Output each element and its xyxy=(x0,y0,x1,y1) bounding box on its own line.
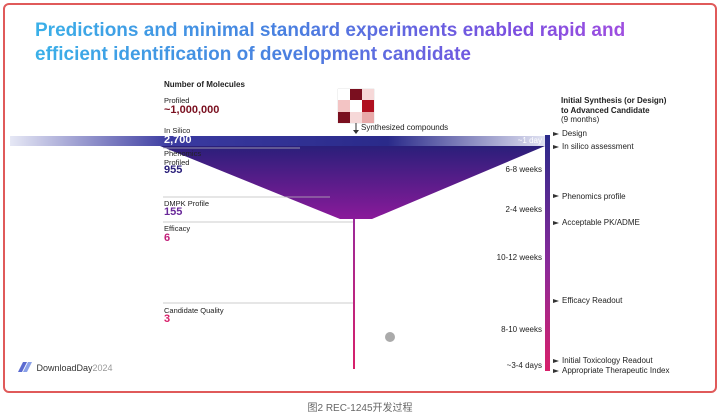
stage-value-efficacy: 6 xyxy=(164,232,171,244)
duration-efficacy: 10-12 weeks xyxy=(496,253,542,262)
timeline-header: Initial Synthesis (or Design) to Advance… xyxy=(561,96,667,115)
stage-value-candidate: 3 xyxy=(164,313,171,325)
timeline-arrows xyxy=(553,132,559,373)
figure-caption: 图2 REC-1245开发过程 xyxy=(307,403,413,414)
stage-value-phenomics: 955 xyxy=(164,164,183,176)
duration-pk: 2-4 weeks xyxy=(505,205,542,214)
stage-label-in-silico: In Silico xyxy=(164,126,191,135)
duration-therapeutic: ~3-4 days xyxy=(506,361,542,370)
funnel-stem xyxy=(353,219,355,369)
milestone-design: Design xyxy=(562,129,587,138)
stage-label-dmpk: DMPK Profile xyxy=(164,199,210,208)
slide-title: Predictions and minimal standard experim… xyxy=(35,19,675,67)
milestone-pk-adme: Acceptable PK/ADME xyxy=(562,218,640,227)
down-arrow-icon xyxy=(353,123,359,134)
stage-value-profiled: ~1,000,000 xyxy=(164,104,220,116)
compound-grid-icon xyxy=(337,88,375,124)
slide-frame: Predictions and minimal standard experim… xyxy=(3,3,717,393)
timeline-bar xyxy=(545,135,550,371)
milestone-phenomics: Phenomics profile xyxy=(562,192,626,201)
stage-value-in-silico: 2,700 xyxy=(164,134,192,146)
in-silico-band xyxy=(10,136,550,146)
logo: DownloadDay2024 xyxy=(18,358,113,376)
logo-text: DownloadDay xyxy=(36,363,93,373)
duration-phenomics: 6-8 weeks xyxy=(505,165,542,174)
milestone-toxicology: Initial Toxicology Readout xyxy=(562,356,653,365)
stage-value-dmpk: 155 xyxy=(164,206,183,218)
stage-label-candidate: Candidate Quality xyxy=(164,306,224,315)
stage-label-efficacy: Efficacy xyxy=(164,224,191,233)
gray-dot xyxy=(385,332,395,342)
timeline-subheader: (9 months) xyxy=(561,115,600,124)
milestone-efficacy: Efficacy Readout xyxy=(562,296,623,305)
logo-year: 2024 xyxy=(92,363,113,373)
stage-label-phenomics: Phenomics Profiled xyxy=(164,149,202,167)
synthesized-label: Synthesized compounds xyxy=(361,123,449,132)
duration-design: ~1 day xyxy=(517,136,542,145)
milestone-therapeutic: Appropriate Therapeutic Index xyxy=(562,366,670,375)
duration-toxicology: 8-10 weeks xyxy=(501,325,542,334)
molecules-header: Number of Molecules xyxy=(164,80,245,89)
funnel-shape xyxy=(160,146,545,219)
milestone-in-silico: In silico assessment xyxy=(562,142,634,151)
stage-label-profiled: Profiled xyxy=(164,96,190,105)
logo-mark-icon xyxy=(18,362,32,372)
